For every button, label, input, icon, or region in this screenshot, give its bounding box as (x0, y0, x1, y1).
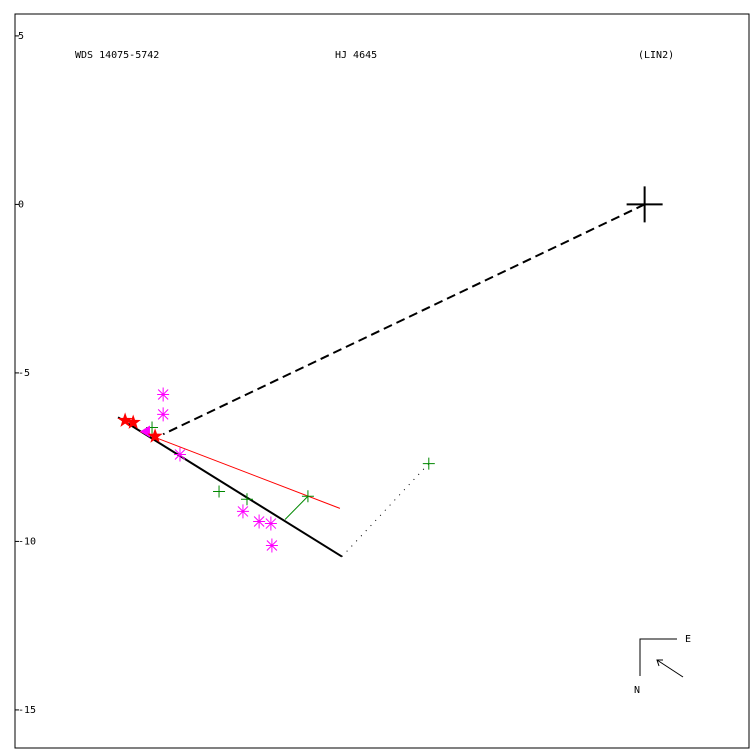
annotation: WDS 14075-5742 (75, 50, 159, 61)
compass-east: E (685, 634, 691, 645)
y-tick-label: 0 (18, 199, 24, 210)
line-segment (139, 431, 341, 509)
marker-stroke (157, 387, 170, 402)
annotation: (LIN2) (638, 50, 674, 61)
line-segment (162, 203, 646, 436)
point (147, 428, 163, 443)
point (157, 407, 170, 422)
compass: E N (634, 634, 691, 696)
y-tick-label: 5 (18, 31, 24, 42)
compass-axes (639, 638, 677, 676)
point (157, 387, 170, 402)
marker-stroke (422, 457, 435, 470)
marker-stroke (626, 186, 663, 223)
marker-stroke (240, 493, 253, 506)
y-tick-label: -15 (18, 705, 36, 716)
point (253, 514, 266, 529)
annotation: HJ 4645 (335, 50, 377, 61)
point (301, 490, 314, 503)
point (236, 504, 249, 519)
point (125, 414, 141, 429)
marker-stroke (301, 490, 314, 503)
marker-stroke (264, 516, 277, 531)
point (139, 425, 150, 438)
compass-north: N (634, 685, 640, 696)
compass-arrowhead (656, 659, 663, 667)
point (422, 457, 435, 470)
marker-stroke (253, 514, 266, 529)
marker-stroke (236, 504, 249, 519)
marker-shape (139, 425, 150, 438)
marker-stroke (213, 485, 226, 498)
line-segment (117, 416, 343, 558)
marker-stroke (157, 407, 170, 422)
line-segment (341, 463, 430, 557)
marker-stroke (265, 538, 278, 553)
point (117, 412, 133, 427)
point (265, 538, 278, 553)
marker-shape (147, 428, 163, 443)
compass-arrow (656, 659, 684, 678)
marker-stroke (173, 447, 186, 462)
point (173, 447, 186, 462)
marker-shape (117, 412, 133, 427)
point (240, 493, 253, 506)
point (213, 485, 226, 498)
marker-shape (125, 414, 141, 429)
plot-frame (14, 13, 750, 749)
line-segment (284, 495, 309, 520)
y-tick-label: -10 (18, 536, 36, 547)
point (264, 516, 277, 531)
point (626, 186, 663, 223)
y-tick-label: -5 (18, 368, 30, 379)
